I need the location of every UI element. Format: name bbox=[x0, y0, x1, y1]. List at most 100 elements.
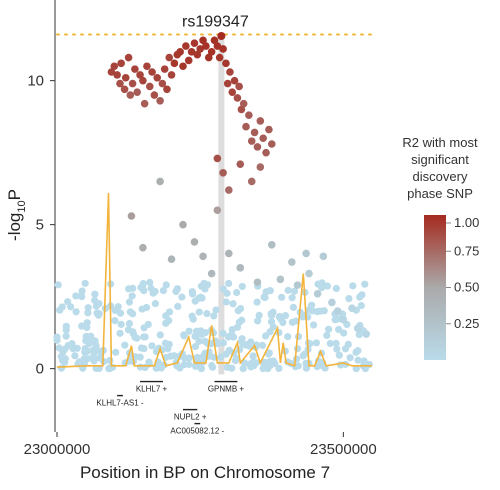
snp-point bbox=[140, 344, 148, 353]
snp-point bbox=[219, 285, 227, 293]
snp-point bbox=[259, 134, 267, 143]
snp-point bbox=[128, 79, 137, 88]
snp-point bbox=[151, 299, 160, 308]
snp-point bbox=[256, 163, 265, 171]
snp-point bbox=[167, 71, 176, 79]
snp-point bbox=[214, 339, 222, 348]
snp-point bbox=[333, 345, 341, 353]
snp-point bbox=[170, 59, 179, 68]
snp-point bbox=[225, 249, 233, 258]
gene-track: KLHL7 + GPNMB + KLHL7-AS1 - NUPL2 + AC005082… bbox=[96, 380, 244, 436]
snp-point bbox=[245, 111, 253, 119]
snp-point bbox=[253, 298, 261, 306]
y-tick-label: 0 bbox=[36, 361, 44, 378]
gene-label: KLHL7-AS1 - bbox=[96, 399, 143, 408]
snp-point bbox=[148, 342, 156, 350]
snp-point bbox=[328, 298, 336, 307]
snp-point bbox=[199, 36, 207, 45]
snp-point bbox=[238, 335, 246, 343]
snp-point bbox=[116, 329, 124, 337]
snp-point bbox=[170, 352, 178, 360]
snp-point bbox=[64, 298, 72, 306]
y-tick-label: 5 bbox=[36, 217, 44, 234]
snp-point bbox=[313, 289, 322, 298]
snp-point bbox=[62, 326, 70, 334]
snp-point bbox=[226, 68, 234, 76]
snp-point bbox=[117, 59, 125, 68]
snp-point bbox=[100, 357, 108, 366]
snp-point bbox=[305, 305, 314, 314]
snp-point bbox=[127, 212, 136, 220]
snp-point bbox=[150, 91, 159, 99]
snp-point bbox=[294, 362, 302, 370]
snp-point bbox=[195, 308, 203, 316]
snp-point bbox=[203, 309, 211, 318]
snp-point bbox=[276, 275, 285, 284]
legend-tick-label: 0.75 bbox=[454, 243, 479, 258]
snp-point bbox=[352, 348, 360, 356]
snp-point bbox=[335, 325, 343, 334]
snp-point bbox=[125, 298, 133, 306]
snp-point bbox=[126, 91, 135, 99]
snp-point bbox=[213, 206, 222, 215]
snp-point bbox=[53, 336, 61, 344]
snp-point bbox=[234, 307, 242, 315]
x-axis-ticks: 23000000 23500000 bbox=[24, 432, 377, 458]
snp-point bbox=[179, 62, 187, 71]
snp-point bbox=[61, 345, 69, 353]
snp-point bbox=[153, 73, 162, 82]
snp-point bbox=[267, 241, 276, 249]
snp-point bbox=[247, 177, 256, 186]
snp-point bbox=[247, 338, 255, 346]
snp-point bbox=[238, 282, 246, 291]
snp-point bbox=[266, 287, 274, 295]
snp-point bbox=[290, 287, 299, 295]
snp-point bbox=[198, 294, 206, 302]
snp-point bbox=[292, 355, 301, 363]
legend-title-line-2: significant bbox=[411, 152, 469, 167]
snp-point bbox=[71, 352, 79, 360]
snp-point bbox=[84, 304, 92, 312]
snp-point bbox=[120, 85, 129, 94]
snp-point bbox=[319, 252, 328, 261]
snp-point bbox=[129, 310, 137, 318]
snp-point bbox=[145, 82, 154, 91]
snp-point bbox=[225, 279, 233, 288]
snp-point bbox=[188, 312, 196, 320]
snp-point bbox=[145, 358, 153, 366]
snp-point bbox=[360, 357, 368, 365]
snp-point bbox=[249, 352, 257, 360]
snp-point bbox=[224, 333, 233, 341]
snp-point bbox=[163, 85, 171, 94]
snp-point bbox=[203, 281, 212, 289]
snp-point bbox=[72, 292, 80, 300]
recombination-rate-line bbox=[56, 192, 372, 368]
snp-point bbox=[354, 356, 362, 364]
snp-point bbox=[90, 357, 98, 365]
snp-point bbox=[131, 333, 139, 342]
snp-point bbox=[159, 286, 168, 295]
legend-title-line-3: discovery bbox=[413, 169, 468, 184]
snp-point bbox=[138, 305, 146, 313]
snp-point bbox=[124, 53, 133, 62]
snp-point bbox=[332, 284, 340, 293]
snp-point bbox=[239, 99, 248, 108]
snp-point bbox=[121, 341, 129, 349]
gene-label: NUPL2 + bbox=[174, 413, 207, 422]
snp-point bbox=[69, 345, 77, 353]
snp-point bbox=[112, 348, 120, 356]
snp-point bbox=[133, 88, 141, 96]
x-tick-label: 23500000 bbox=[310, 441, 377, 458]
snp-point bbox=[275, 364, 283, 373]
snp-point bbox=[271, 359, 279, 368]
snp-point bbox=[252, 341, 261, 349]
x-axis-label: Position in BP on Chromosome 7 bbox=[80, 463, 330, 482]
snp-point bbox=[346, 354, 354, 362]
snp-point bbox=[83, 355, 92, 363]
snp-point bbox=[207, 48, 216, 56]
snp-point bbox=[193, 50, 202, 59]
snp-point bbox=[208, 361, 216, 370]
snp-point bbox=[302, 364, 310, 372]
snp-point bbox=[117, 320, 125, 328]
